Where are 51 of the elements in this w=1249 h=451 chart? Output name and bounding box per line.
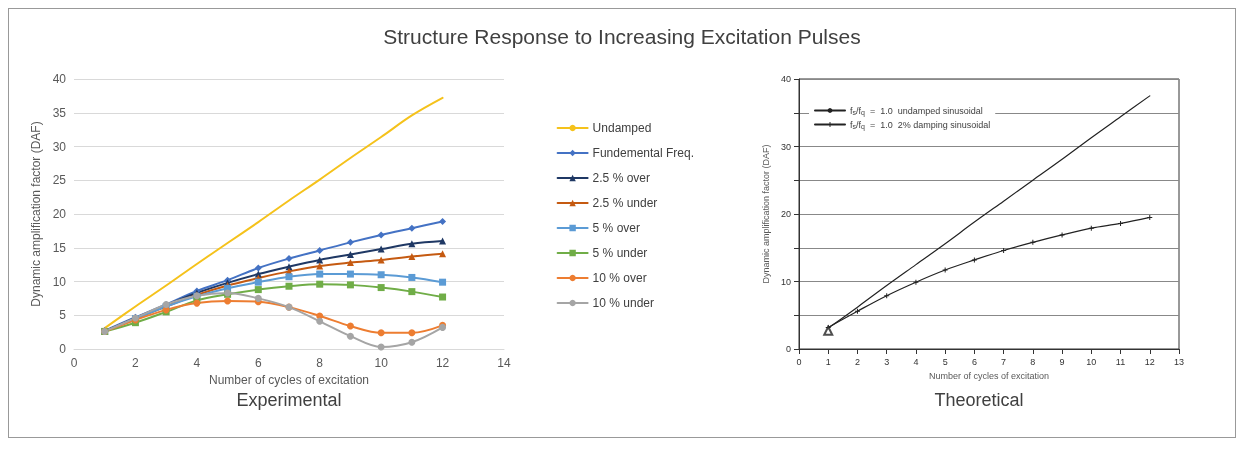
x-tick-label: 6 (254, 356, 262, 370)
x-tick-label: 2 (132, 356, 140, 370)
y-tick-label: 20 (780, 209, 791, 219)
y-tick-label: 35 (52, 105, 67, 120)
y-tick-label: 30 (52, 139, 67, 154)
text: Theoretical (933, 390, 1025, 411)
x-tick-label: 8 (316, 356, 324, 370)
text: Structure Response to Increasing Excitation Pulses (382, 25, 862, 50)
x-tick-label: 7 (1001, 356, 1007, 367)
y-tick-label: 10 (52, 274, 67, 289)
text: Experimental (235, 390, 343, 411)
x-tick-label: 14 (497, 356, 511, 370)
x-axis-title: Number of cycles of excitation (928, 370, 1050, 381)
x-tick-label: 6 (971, 356, 977, 367)
x-tick-label: 12 (1144, 356, 1155, 367)
x-tick-label: 10 (374, 356, 389, 370)
y-tick-label: 30 (780, 141, 791, 152)
x-tick-label: 4 (193, 356, 201, 370)
x-axis-title: Number of cycles of excitation (208, 372, 370, 387)
legend-label: 2.5 % under (592, 196, 658, 210)
x-tick-label: 9 (1059, 356, 1065, 367)
x-tick-label: 2 (854, 356, 860, 367)
x-tick-label: 12 (435, 356, 450, 370)
y-tick-label: 5 (59, 308, 67, 323)
x-tick-label: 3 (884, 356, 890, 367)
y-axis-title: Dynamic amplification factor (DAF) (760, 144, 771, 284)
y-tick-label: 0 (785, 344, 791, 354)
x-tick-label: 8 (1030, 356, 1036, 367)
legend-label: 10 % over (592, 271, 647, 285)
x-tick-label: 0 (796, 356, 802, 367)
y-tick-label: 20 (52, 207, 67, 221)
legend-label: 5 % under (592, 246, 648, 260)
legend-label: Fundemental Freq. (592, 146, 695, 160)
y-tick-label: 25 (52, 173, 67, 188)
x-tick-label: 13 (1173, 356, 1185, 367)
y-axis-title: Dynamic amplification factor (DAF) (28, 121, 43, 307)
x-tick-label: 4 (913, 356, 919, 367)
x-tick-label: 5 (942, 356, 948, 367)
y-tick-label: 15 (52, 240, 67, 255)
x-tick-label: 1 (825, 356, 831, 367)
x-tick-label: 0 (70, 356, 78, 370)
x-tick-label: 10 (1086, 356, 1097, 367)
y-tick-label: 0 (59, 342, 67, 356)
y-tick-label: 10 (780, 276, 791, 287)
legend-label: 2.5 % over (592, 171, 650, 185)
y-tick-label: 40 (52, 72, 67, 86)
x-tick-label: 11 (1115, 356, 1126, 367)
legend-label: 5 % over (592, 221, 640, 235)
legend-label: Undamped (592, 121, 652, 135)
legend-label: 10 % under (592, 296, 655, 310)
y-tick-label: 40 (780, 74, 791, 84)
